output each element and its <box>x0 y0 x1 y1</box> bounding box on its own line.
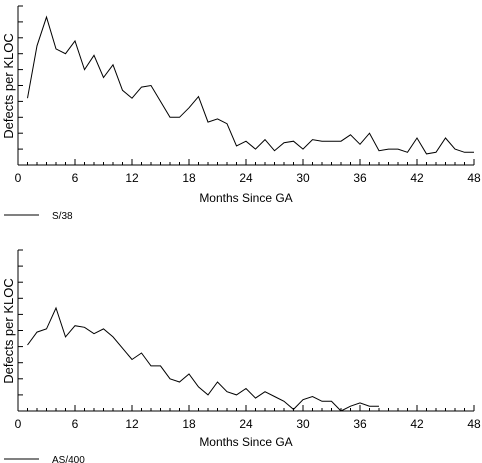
x-tick-label: 0 <box>15 171 22 185</box>
series-line-as400 <box>27 306 379 412</box>
series-line-s38 <box>27 15 474 155</box>
x-axis-label: Months Since GA <box>199 191 292 205</box>
legend: AS/400 <box>4 455 85 463</box>
x-tick-label: 48 <box>467 417 481 431</box>
x-tick-label: 6 <box>72 417 79 431</box>
x-tick-label: 24 <box>239 171 253 185</box>
x-tick-label: 30 <box>296 171 310 185</box>
x-tick-label: 6 <box>72 171 79 185</box>
chart-panel-s38: Defects per KLOC Months Since GA S/38 0 6… <box>1 5 481 222</box>
x-tick-label: 24 <box>239 417 253 431</box>
y-ticks <box>18 5 23 150</box>
x-tick-label: 42 <box>410 417 424 431</box>
y-axis-label: Defects per KLOC <box>1 278 16 384</box>
x-tick-label: 30 <box>296 417 310 431</box>
x-tick-label: 12 <box>125 171 139 185</box>
legend-label-s38: S/38 <box>52 211 73 222</box>
y-axis-label: Defects per KLOC <box>1 33 16 139</box>
x-tick-label: 36 <box>353 171 367 185</box>
y-ticks <box>18 249 23 396</box>
x-tick-labels: 0 6 12 18 24 30 36 42 48 <box>15 171 481 185</box>
legend-label-as400: AS/400 <box>52 455 85 463</box>
x-tick-label: 12 <box>125 417 139 431</box>
x-tick-label: 0 <box>15 417 22 431</box>
x-tick-label: 18 <box>182 171 196 185</box>
legend: S/38 <box>4 211 73 222</box>
x-ticks <box>17 159 475 165</box>
x-axis-label: Months Since GA <box>199 435 292 449</box>
x-tick-label: 18 <box>182 417 196 431</box>
x-tick-label: 42 <box>410 171 424 185</box>
x-tick-label: 48 <box>467 171 481 185</box>
x-tick-labels: 0 6 12 18 24 30 36 42 48 <box>15 417 481 431</box>
chart-panel-as400: Defects per KLOC Months Since GA AS/400 … <box>1 249 481 463</box>
x-ticks <box>17 405 475 411</box>
x-tick-label: 36 <box>353 417 367 431</box>
